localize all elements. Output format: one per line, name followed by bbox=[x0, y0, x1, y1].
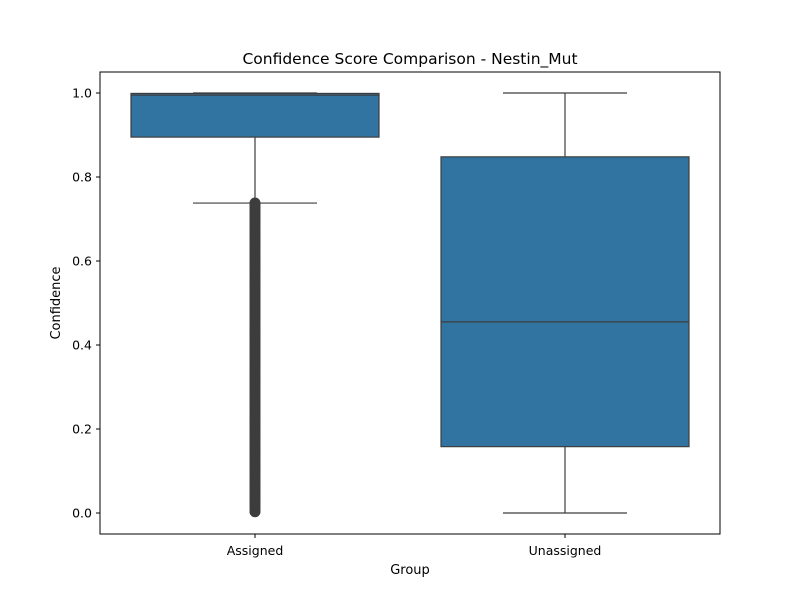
x-axis-label: Group bbox=[390, 563, 430, 578]
y-tick-label: 0.0 bbox=[72, 506, 92, 521]
box-group-assigned bbox=[130, 92, 380, 518]
y-tick-label: 0.6 bbox=[72, 254, 92, 269]
y-axis: 0.0 0.2 0.4 0.6 0.8 1.0 bbox=[72, 86, 100, 521]
plot-marks bbox=[130, 92, 690, 518]
box-body bbox=[130, 92, 380, 138]
x-axis: Assigned Unassigned bbox=[227, 534, 602, 558]
x-tick-label: Unassigned bbox=[529, 543, 602, 558]
y-tick-label: 0.4 bbox=[72, 338, 92, 353]
y-tick-label: 0.8 bbox=[72, 170, 92, 185]
y-tick-label: 1.0 bbox=[72, 86, 92, 101]
y-tick-label: 0.2 bbox=[72, 422, 92, 437]
box-body bbox=[440, 156, 690, 448]
x-tick-label: Assigned bbox=[227, 543, 284, 558]
box-group-unassigned bbox=[440, 92, 690, 514]
chart-title: Confidence Score Comparison - Nestin_Mut bbox=[242, 50, 577, 69]
y-axis-label: Confidence bbox=[49, 266, 64, 339]
plot-frame bbox=[99, 71, 721, 535]
